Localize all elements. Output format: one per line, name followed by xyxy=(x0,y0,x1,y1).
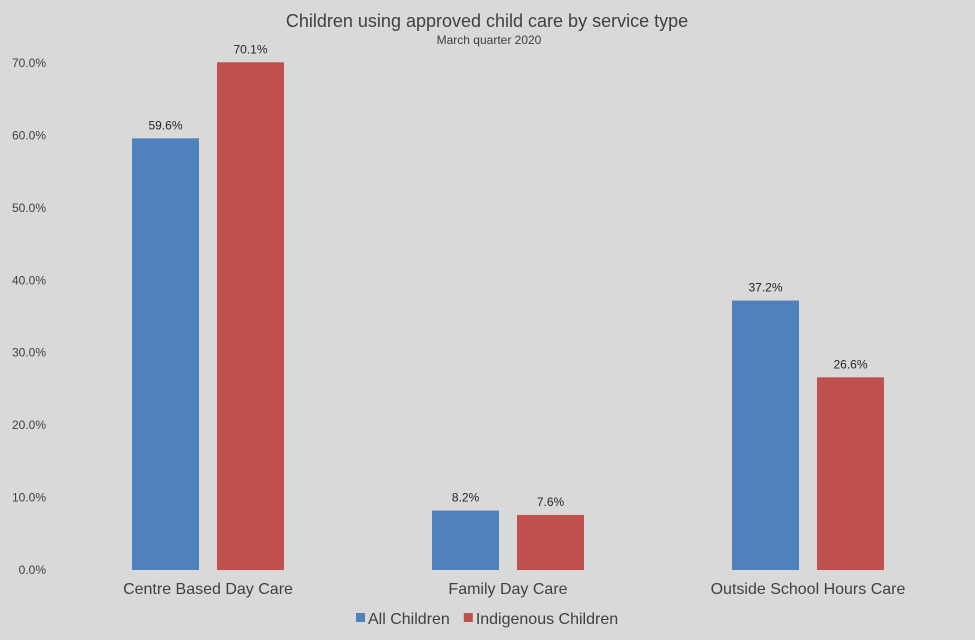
data-label: 7.6% xyxy=(537,495,565,509)
y-tick-label: 0.0% xyxy=(19,563,47,577)
y-tick-label: 20.0% xyxy=(12,418,46,432)
x-axis: Centre Based Day Care Family Day Care Outs… xyxy=(123,581,905,598)
legend-label: All Children xyxy=(368,611,450,628)
y-tick-label: 70.0% xyxy=(12,56,46,70)
legend: All Children Indigenous Children xyxy=(356,611,618,628)
bar xyxy=(817,377,884,570)
x-tick-label: Centre Based Day Care xyxy=(123,581,293,598)
bar xyxy=(432,510,499,570)
chart-title: Children using approved child care by se… xyxy=(286,11,688,31)
bar xyxy=(732,300,799,570)
data-label: 59.6% xyxy=(148,118,182,132)
y-axis: 0.0% 10.0% 20.0% 30.0% 40.0% 50.0% 60.0% 70.0% xyxy=(12,56,46,577)
data-label: 70.1% xyxy=(233,42,267,56)
bar xyxy=(217,62,284,570)
y-tick-label: 50.0% xyxy=(12,201,46,215)
data-labels: 59.6% 70.1% 8.2% 7.6% 37.2% 26.6% xyxy=(148,42,867,509)
legend-label: Indigenous Children xyxy=(476,611,618,628)
y-tick-label: 10.0% xyxy=(12,491,46,505)
y-tick-label: 40.0% xyxy=(12,273,46,287)
y-tick-label: 60.0% xyxy=(12,128,46,142)
chart-subtitle: March quarter 2020 xyxy=(437,33,542,47)
data-label: 26.6% xyxy=(833,357,867,371)
bar xyxy=(132,138,199,570)
legend-swatch xyxy=(463,613,473,622)
bar xyxy=(517,514,584,570)
y-tick-label: 30.0% xyxy=(12,346,46,360)
x-tick-label: Outside School Hours Care xyxy=(711,581,906,598)
data-label: 8.2% xyxy=(452,491,480,505)
bars xyxy=(132,62,884,570)
legend-swatch xyxy=(356,613,365,622)
data-label: 37.2% xyxy=(748,281,782,295)
x-tick-label: Family Day Care xyxy=(448,581,567,598)
